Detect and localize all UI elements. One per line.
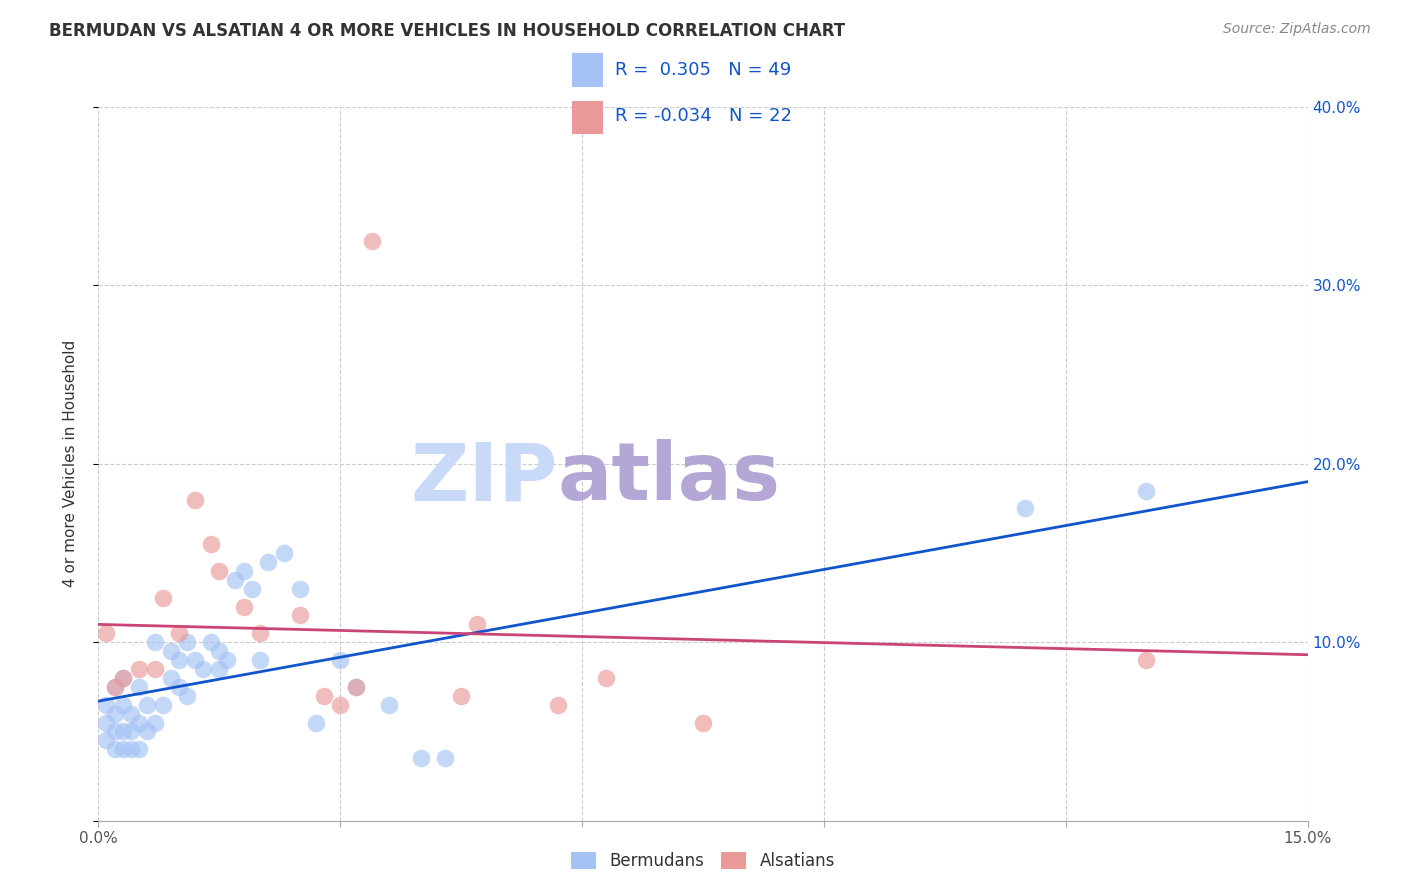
Point bbox=[249, 653, 271, 667]
Point bbox=[1135, 483, 1157, 498]
Y-axis label: 4 or more Vehicles in Household: 4 or more Vehicles in Household bbox=[63, 340, 77, 588]
Point bbox=[96, 698, 118, 712]
Point bbox=[547, 698, 569, 712]
Point bbox=[128, 715, 150, 730]
Point bbox=[167, 626, 190, 640]
Point bbox=[409, 751, 432, 765]
Legend: Bermudans, Alsatians: Bermudans, Alsatians bbox=[565, 845, 841, 877]
Point bbox=[152, 591, 174, 605]
Point bbox=[96, 626, 118, 640]
Point bbox=[103, 680, 125, 694]
Point bbox=[111, 671, 134, 685]
Point bbox=[249, 626, 271, 640]
Point bbox=[224, 573, 246, 587]
Point bbox=[135, 698, 157, 712]
Point bbox=[305, 715, 328, 730]
Text: BERMUDAN VS ALSATIAN 4 OR MORE VEHICLES IN HOUSEHOLD CORRELATION CHART: BERMUDAN VS ALSATIAN 4 OR MORE VEHICLES … bbox=[49, 22, 845, 40]
Point bbox=[256, 555, 278, 569]
Point bbox=[143, 662, 166, 676]
Point bbox=[96, 733, 118, 747]
Point bbox=[288, 608, 311, 623]
Point bbox=[344, 680, 367, 694]
Point bbox=[103, 680, 125, 694]
Text: R = -0.034   N = 22: R = -0.034 N = 22 bbox=[614, 107, 792, 125]
Point bbox=[1014, 501, 1036, 516]
Point bbox=[111, 724, 134, 739]
Point bbox=[240, 582, 263, 596]
Point bbox=[120, 724, 142, 739]
Point bbox=[111, 698, 134, 712]
Point bbox=[135, 724, 157, 739]
Point bbox=[128, 742, 150, 756]
Point bbox=[1135, 653, 1157, 667]
Text: atlas: atlas bbox=[558, 439, 780, 517]
Point bbox=[450, 689, 472, 703]
Point bbox=[143, 715, 166, 730]
Point bbox=[167, 653, 190, 667]
Point bbox=[344, 680, 367, 694]
Point bbox=[193, 662, 215, 676]
Point bbox=[120, 742, 142, 756]
Point bbox=[465, 617, 488, 632]
Point bbox=[595, 671, 617, 685]
Point bbox=[232, 564, 254, 578]
Point bbox=[96, 715, 118, 730]
Text: Source: ZipAtlas.com: Source: ZipAtlas.com bbox=[1223, 22, 1371, 37]
Point bbox=[288, 582, 311, 596]
Point bbox=[208, 662, 231, 676]
Point bbox=[152, 698, 174, 712]
FancyBboxPatch shape bbox=[572, 101, 603, 134]
Point bbox=[329, 653, 352, 667]
Point bbox=[103, 724, 125, 739]
Point bbox=[208, 644, 231, 658]
Point bbox=[692, 715, 714, 730]
Point bbox=[377, 698, 399, 712]
Point bbox=[176, 689, 198, 703]
Point bbox=[176, 635, 198, 649]
Text: R =  0.305   N = 49: R = 0.305 N = 49 bbox=[614, 62, 792, 79]
Point bbox=[200, 635, 222, 649]
Point bbox=[103, 706, 125, 721]
Point bbox=[314, 689, 336, 703]
Point bbox=[128, 680, 150, 694]
Point bbox=[329, 698, 352, 712]
Point bbox=[217, 653, 239, 667]
Point bbox=[184, 492, 207, 507]
Text: ZIP: ZIP bbox=[411, 439, 558, 517]
FancyBboxPatch shape bbox=[572, 54, 603, 87]
Point bbox=[184, 653, 207, 667]
Point bbox=[111, 742, 134, 756]
Point bbox=[160, 644, 183, 658]
Point bbox=[273, 546, 295, 560]
Point bbox=[120, 706, 142, 721]
Point bbox=[111, 671, 134, 685]
Point bbox=[128, 662, 150, 676]
Point bbox=[167, 680, 190, 694]
Point bbox=[160, 671, 183, 685]
Point bbox=[200, 537, 222, 551]
Point bbox=[232, 599, 254, 614]
Point bbox=[434, 751, 457, 765]
Point bbox=[361, 234, 384, 248]
Point bbox=[103, 742, 125, 756]
Point bbox=[143, 635, 166, 649]
Point bbox=[208, 564, 231, 578]
